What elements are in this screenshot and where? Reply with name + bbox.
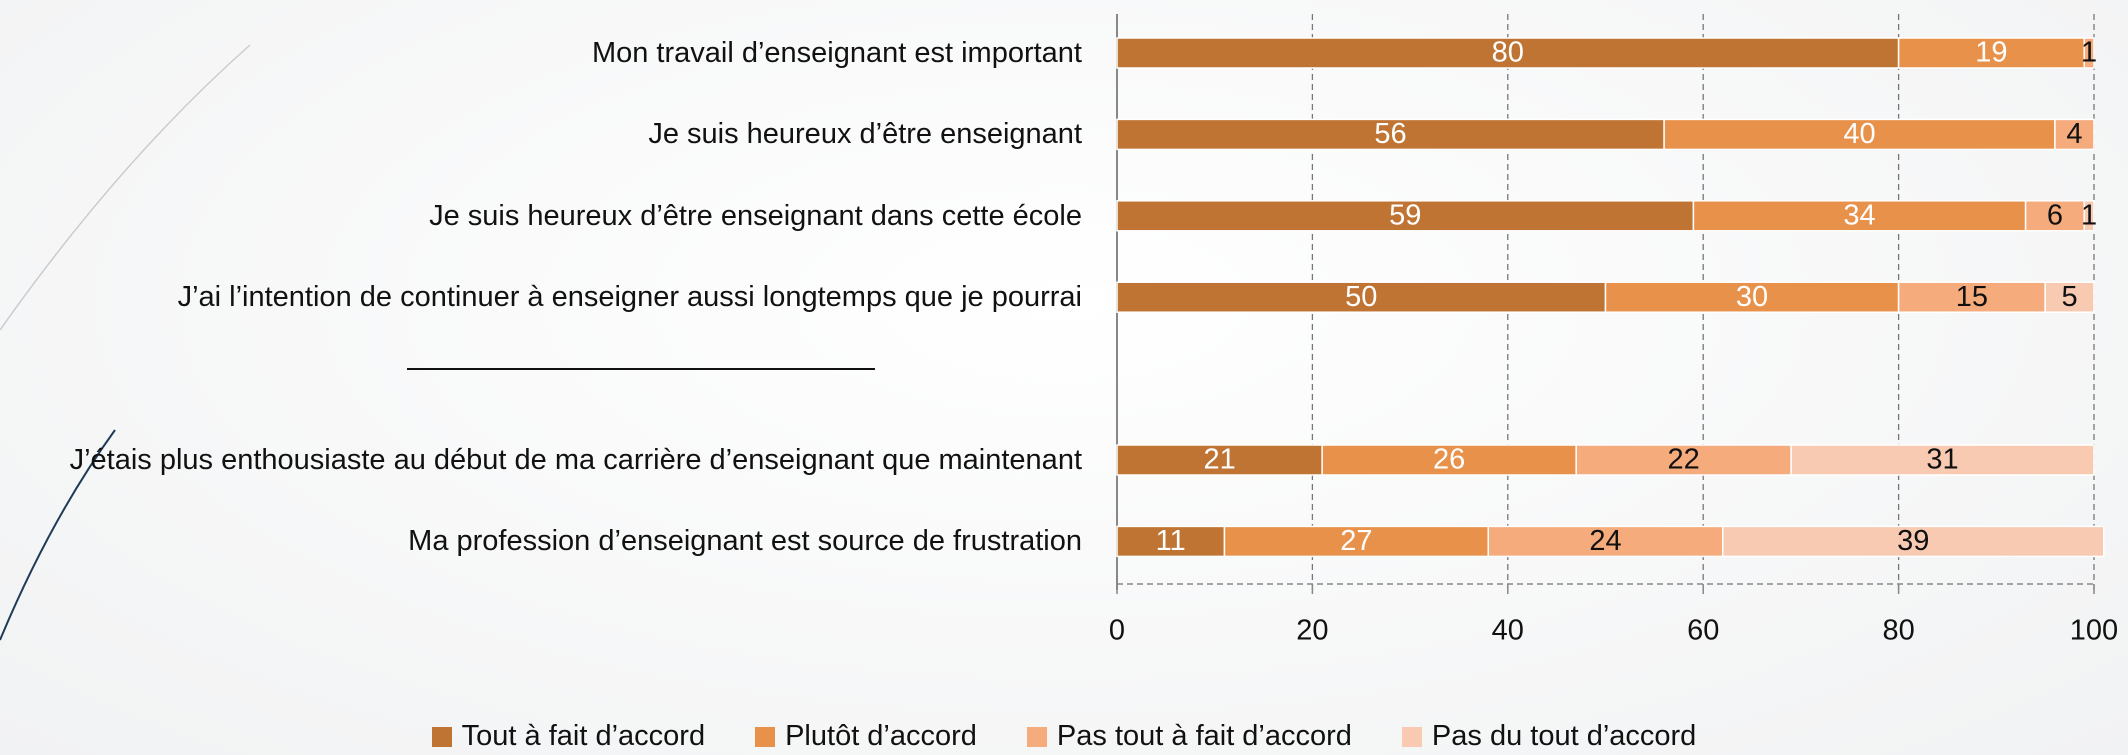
legend-item: Plutôt d’accord — [755, 720, 977, 753]
legend-label: Plutôt d’accord — [785, 720, 977, 752]
bar-segment — [1321, 444, 1577, 476]
value-label: 30 — [1736, 281, 1768, 313]
decoration — [0, 44, 251, 331]
value-label: 26 — [1433, 444, 1465, 476]
category-label: Je suis heureux d’être enseignant dans c… — [429, 199, 1082, 232]
bar-segment — [1116, 118, 1665, 151]
legend: Tout à fait d’accord Plutôt d’accord Pas t… — [0, 720, 2128, 753]
legend-swatch — [431, 726, 452, 747]
bar-segment — [1663, 118, 2056, 151]
value-label: 27 — [1340, 525, 1372, 557]
value-label: 39 — [1897, 525, 1929, 557]
x-tick-label: 40 — [1492, 615, 1524, 647]
value-label: 1 — [2081, 37, 2097, 69]
legend-item: Tout à fait d’accord — [431, 720, 706, 753]
value-label: 4 — [2066, 118, 2082, 150]
bar-segment — [1116, 444, 1323, 476]
value-label: 6 — [2047, 199, 2063, 231]
bar-segment — [1721, 525, 2105, 558]
legend-label: Pas du tout d’accord — [1431, 720, 1697, 752]
bar-segment — [1575, 444, 1792, 476]
category-label: J’ai l’intention de continuer à enseigne… — [177, 281, 1082, 314]
value-label: 22 — [1668, 444, 1700, 476]
x-tick-label: 100 — [2070, 615, 2118, 647]
value-label: 59 — [1389, 199, 1421, 231]
value-label: 50 — [1345, 281, 1377, 313]
x-tick-label: 0 — [1109, 615, 1125, 647]
bar-segment — [1223, 525, 1490, 558]
bar-segment — [1692, 200, 2027, 232]
bar-segment — [2054, 118, 2095, 151]
value-label: 56 — [1374, 118, 1406, 150]
value-label: 80 — [1492, 37, 1524, 69]
value-label: 34 — [1843, 199, 1875, 231]
legend-label: Tout à fait d’accord — [461, 720, 706, 752]
legend-swatch — [755, 726, 776, 747]
value-label: 21 — [1203, 444, 1235, 476]
value-label: 15 — [1956, 281, 1988, 313]
bar-segment — [1116, 525, 1226, 558]
category-label: Je suis heureux d’être enseignant — [648, 118, 1082, 151]
value-label: 40 — [1843, 118, 1875, 150]
value-label: 31 — [1926, 444, 1958, 476]
value-label: 19 — [1975, 37, 2007, 69]
legend-item: Pas tout à fait d’accord — [1026, 720, 1352, 753]
x-tick-label: 60 — [1687, 615, 1719, 647]
decoration — [0, 429, 116, 641]
value-label: 5 — [2062, 281, 2078, 313]
category-label: Ma profession d’enseignant est source de… — [408, 525, 1082, 558]
x-tick-label: 20 — [1296, 615, 1328, 647]
legend-item: Pas du tout d’accord — [1401, 720, 1697, 753]
bar-segment — [1116, 281, 1607, 313]
bar-segment — [2044, 281, 2095, 313]
bar-segment — [1790, 444, 2095, 476]
bar-segment — [1487, 525, 1724, 558]
legend-swatch — [1026, 726, 1047, 747]
legend-swatch — [1401, 726, 1422, 747]
value-label: 1 — [2081, 199, 2097, 231]
bar-segment — [2083, 37, 2095, 69]
bar-segment — [1604, 281, 1900, 313]
value-label: 24 — [1589, 525, 1621, 557]
bar-segment — [2083, 200, 2095, 232]
category-label: J’étais plus enthousiaste au début de ma… — [69, 444, 1082, 476]
category-label: Mon travail d’enseignant est important — [591, 37, 1082, 69]
x-tick-label: 80 — [1882, 615, 1914, 647]
legend-label: Pas tout à fait d’accord — [1056, 720, 1352, 752]
value-label: 11 — [1156, 525, 1186, 557]
